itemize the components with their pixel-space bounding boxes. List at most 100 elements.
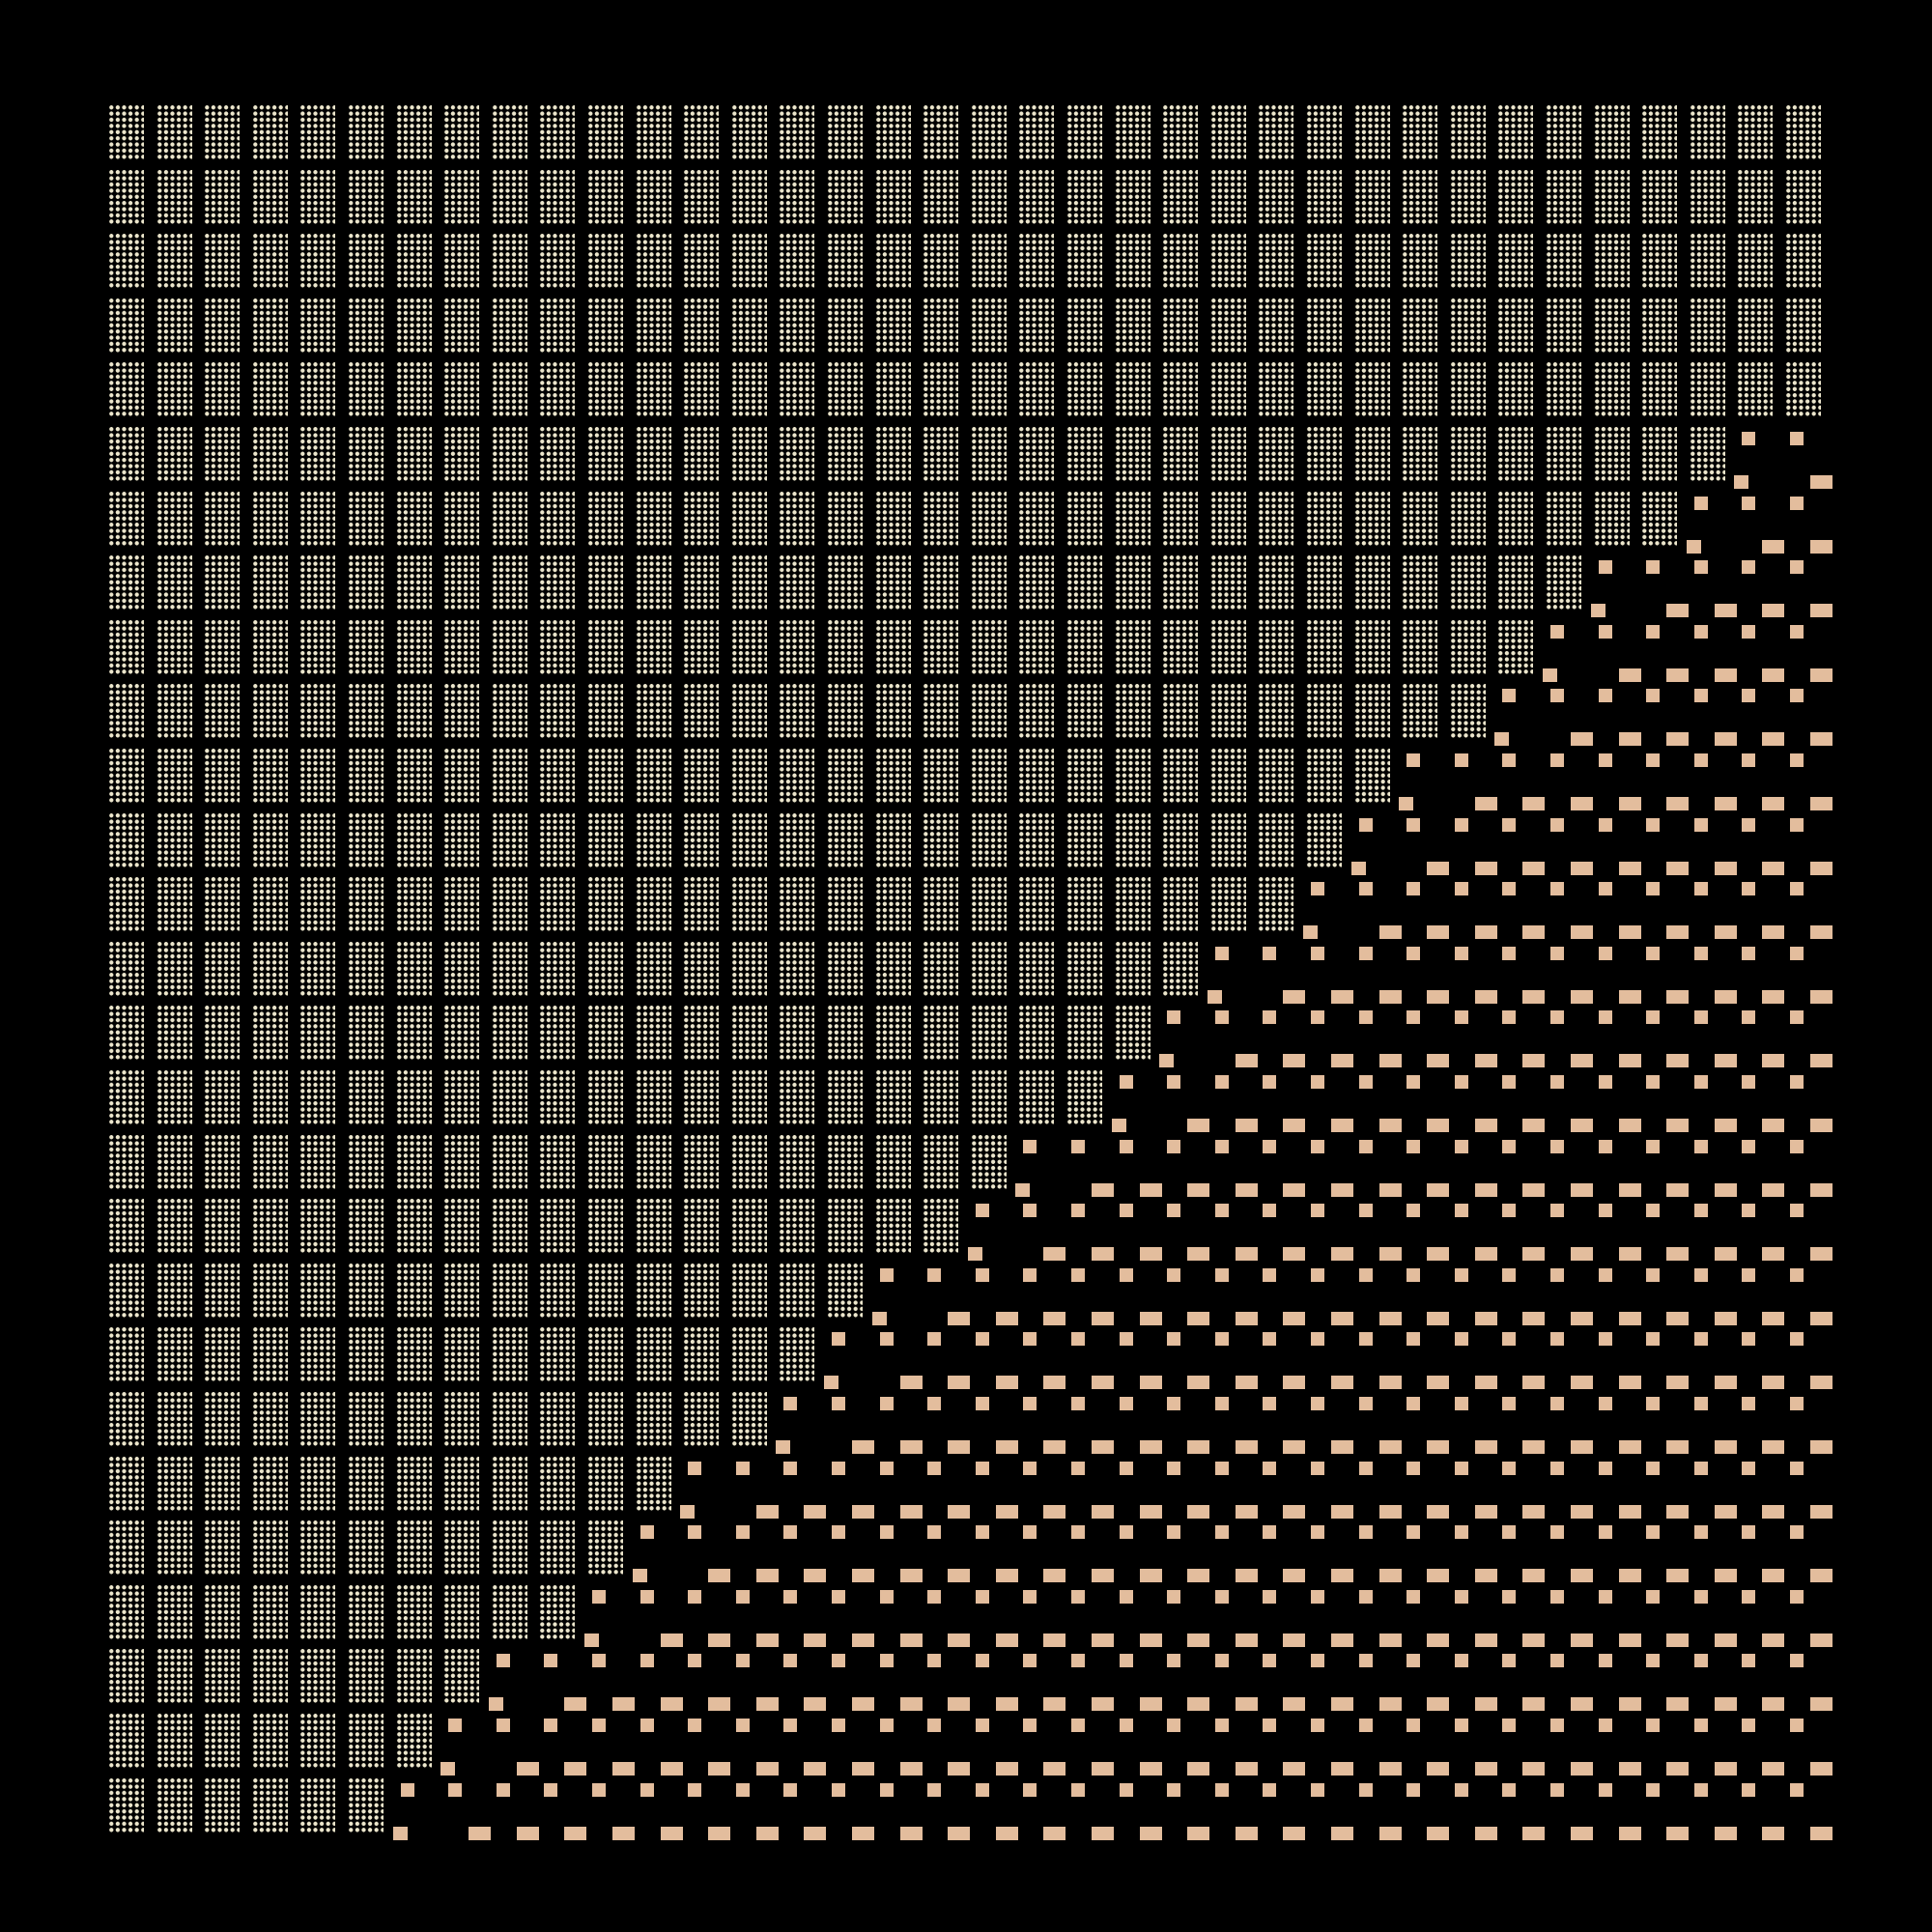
- peach-square: [1119, 1332, 1133, 1347]
- dotted-block: [1018, 811, 1055, 867]
- peach-rect: [1283, 1182, 1306, 1197]
- peach-square: [592, 1719, 606, 1732]
- dotted-block: [251, 1262, 288, 1318]
- dotted-block: [1593, 233, 1630, 289]
- dotted-block: [1066, 618, 1102, 674]
- peach-square: [1263, 1267, 1277, 1282]
- peach-rect: [1427, 925, 1450, 940]
- peach-square: [1358, 1010, 1373, 1025]
- dotted-block: [587, 748, 623, 803]
- peach-rect: [1283, 1504, 1306, 1519]
- peach-rect: [1714, 797, 1737, 810]
- dotted-block: [1785, 233, 1821, 289]
- peach-rect: [516, 1762, 539, 1776]
- peach-square: [1502, 689, 1517, 703]
- dotted-block: [395, 1583, 432, 1639]
- dotted-block: [1449, 297, 1486, 353]
- peach-square: [832, 1654, 845, 1668]
- dotted-block: [923, 490, 959, 546]
- dotted-block: [683, 618, 720, 674]
- peach-rect: [1235, 1569, 1258, 1583]
- dotted-block: [1018, 426, 1055, 481]
- dotted-block: [1162, 748, 1199, 803]
- dotted-block: [923, 297, 959, 353]
- dotted-block: [1306, 811, 1342, 867]
- peach-square: [1406, 817, 1421, 832]
- peach-rect: [1762, 1697, 1785, 1712]
- dotted-block: [827, 490, 863, 546]
- dotted-block: [1066, 683, 1102, 739]
- dotted-block: [395, 1198, 432, 1254]
- peach-rect: [1810, 989, 1833, 1004]
- peach-square: [1119, 1782, 1133, 1797]
- peach-square: [639, 1589, 654, 1604]
- peach-square: [1790, 1204, 1804, 1218]
- peach-square: [879, 1267, 894, 1282]
- dotted-block: [635, 748, 671, 803]
- dotted-block: [779, 1326, 815, 1382]
- dotted-block: [251, 1069, 288, 1124]
- dotted-block: [348, 1648, 384, 1704]
- peach-square: [688, 1719, 702, 1732]
- peach-square: [1742, 496, 1756, 510]
- dotted-block: [491, 618, 527, 674]
- peach-rect: [1092, 1504, 1114, 1519]
- peach-square: [1742, 1589, 1756, 1604]
- peach-square: [1167, 1139, 1181, 1153]
- peach-rect: [1618, 732, 1641, 747]
- peach-rect: [1474, 1633, 1497, 1647]
- peach-square: [1167, 1010, 1181, 1025]
- peach-square: [1454, 1589, 1468, 1604]
- dotted-block: [635, 1455, 671, 1511]
- peach-square: [1406, 1654, 1421, 1668]
- peach-rect: [1378, 1826, 1402, 1840]
- dotted-block: [779, 1198, 815, 1254]
- peach-rect: [1714, 1376, 1737, 1390]
- dotted-block: [779, 876, 815, 932]
- peach-square: [1502, 1525, 1517, 1540]
- peach-rect: [1571, 1697, 1593, 1712]
- dotted-block: [827, 683, 863, 739]
- peach-square: [1550, 1332, 1564, 1347]
- peach-rect: [1762, 1633, 1785, 1647]
- dotted-block: [539, 233, 576, 289]
- dotted-block: [587, 1005, 623, 1061]
- peach-rect: [1283, 1311, 1306, 1325]
- peach-square: [1071, 1719, 1085, 1732]
- peach-rect: [1187, 1440, 1210, 1454]
- dotted-block: [491, 1133, 527, 1189]
- dotted-block: [730, 426, 767, 481]
- peach-square: [1071, 1267, 1085, 1282]
- peach-rect: [995, 1633, 1018, 1647]
- peach-square: [1742, 1397, 1756, 1410]
- peach-square: [1167, 1267, 1181, 1282]
- peach-rect: [1350, 861, 1366, 875]
- peach-square: [1023, 1139, 1037, 1153]
- dotted-block: [970, 554, 1007, 611]
- dotted-block: [108, 1391, 144, 1446]
- dotted-block: [1018, 940, 1055, 996]
- peach-rect: [1810, 861, 1833, 875]
- dotted-block: [108, 1520, 144, 1576]
- peach-square: [1598, 1075, 1612, 1089]
- dotted-block: [874, 876, 911, 932]
- dotted-block: [1306, 297, 1342, 353]
- dotted-block: [108, 1069, 144, 1124]
- peach-rect: [1571, 1247, 1593, 1262]
- peach-square: [1023, 1782, 1037, 1797]
- dotted-block: [1641, 361, 1678, 417]
- peach-rect: [1571, 1054, 1593, 1068]
- dotted-block: [251, 1455, 288, 1511]
- peach-square: [1598, 1461, 1612, 1475]
- dotted-block: [1353, 233, 1390, 289]
- dotted-block: [683, 361, 720, 417]
- dotted-block: [923, 1198, 959, 1254]
- peach-square: [400, 1782, 414, 1797]
- peach-square: [1358, 1332, 1373, 1347]
- peach-rect: [1762, 1182, 1785, 1197]
- peach-rect: [804, 1504, 827, 1519]
- dotted-block: [491, 1520, 527, 1576]
- dotted-block: [874, 297, 911, 353]
- peach-square: [1790, 1010, 1804, 1025]
- peach-rect: [1043, 1504, 1066, 1519]
